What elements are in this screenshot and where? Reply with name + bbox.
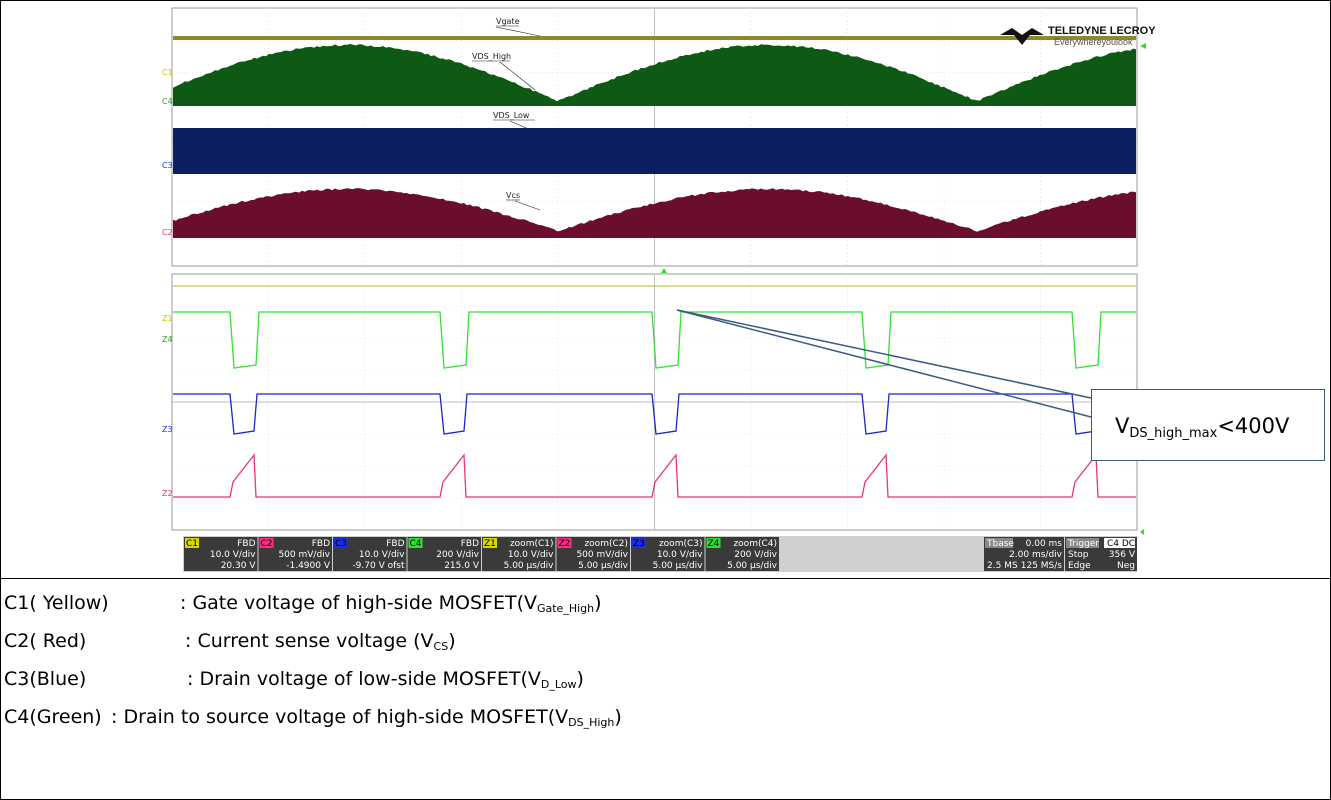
brand-tagline: Everywhereyoulook xyxy=(1054,37,1133,47)
svg-text:zoom(C1): zoom(C1) xyxy=(510,539,554,549)
svg-text:-1.4900 V: -1.4900 V xyxy=(286,561,331,571)
marker-z2: Z2 xyxy=(162,489,173,498)
legend-description: : Drain to source voltage of high-side M… xyxy=(111,698,622,742)
timebase-box: Tbase 0.00 ms 2.00 ms/div 2.5 MS 125 MS/… xyxy=(984,537,1064,571)
svg-text:Z1: Z1 xyxy=(484,539,496,549)
svg-text:5.00 µs/div: 5.00 µs/div xyxy=(653,561,704,571)
svg-text:Tbase: Tbase xyxy=(986,539,1014,549)
figure-divider xyxy=(0,578,1331,579)
svg-text:356 V: 356 V xyxy=(1109,550,1136,560)
trigger-box: Trigger C4 DC Stop 356 V Edge Neg xyxy=(1065,537,1137,571)
channel-box-z2[interactable]: Z2 zoom(C2)500 mV/div5.00 µs/div xyxy=(557,537,631,571)
svg-text:10.0 V/div: 10.0 V/div xyxy=(210,550,256,560)
channel-box-z3[interactable]: Z3 zoom(C3)10.0 V/div5.00 µs/div xyxy=(631,537,705,571)
legend-row-c4: C4(Green) : Drain to source voltage of h… xyxy=(4,698,1324,736)
legend-label: C3(Blue) xyxy=(4,660,86,698)
svg-text:10.0 V/div: 10.0 V/div xyxy=(508,550,554,560)
svg-text:zoom(C3): zoom(C3) xyxy=(659,539,703,549)
svg-text:Trigger: Trigger xyxy=(1067,539,1099,549)
svg-text:zoom(C2): zoom(C2) xyxy=(584,539,628,549)
trigger-level-marker xyxy=(1140,43,1146,49)
svg-text:20.30 V: 20.30 V xyxy=(221,561,257,571)
svg-text:C4 DC: C4 DC xyxy=(1107,539,1135,549)
label-vgate: Vgate xyxy=(496,17,520,26)
zoom-marker xyxy=(1140,529,1144,535)
marker-c2: C2 xyxy=(162,228,173,237)
label-vds-high: VDS_High xyxy=(472,52,511,61)
legend-label: C4(Green) xyxy=(4,698,102,736)
channel-markers: C1 C4 C3 C2 Z1 Z4 Z3 Z2 xyxy=(162,68,173,498)
channel-box-c1[interactable]: C1 FBD10.0 V/div20.30 V xyxy=(184,537,258,571)
svg-text:125 MS/s: 125 MS/s xyxy=(1021,561,1063,571)
svg-text:C3: C3 xyxy=(335,539,347,549)
marker-c1: C1 xyxy=(162,68,173,77)
svg-text:Neg: Neg xyxy=(1117,561,1135,571)
brand-name: TELEDYNE LECROY xyxy=(1048,25,1156,37)
svg-text:2.00 ms/div: 2.00 ms/div xyxy=(1009,550,1063,560)
svg-text:500 mV/div: 500 mV/div xyxy=(576,550,628,560)
marker-c3: C3 xyxy=(162,161,173,170)
legend-row-c3: C3(Blue) : Drain voltage of low-side MOS… xyxy=(4,660,1324,698)
channel-box-z4[interactable]: Z4 zoom(C4)200 V/div5.00 µs/div xyxy=(706,537,780,571)
oscilloscope-screenshot: TELEDYNE LECROY Everywhereyoulook Vgate … xyxy=(0,0,1331,578)
svg-text:5.00 µs/div: 5.00 µs/div xyxy=(727,561,778,571)
svg-text:Z2: Z2 xyxy=(559,539,571,549)
svg-text:FBD: FBD xyxy=(386,539,404,549)
trace-vds-low xyxy=(173,128,1136,174)
svg-text:500 mV/div: 500 mV/div xyxy=(278,550,330,560)
svg-text:200 V/div: 200 V/div xyxy=(734,550,777,560)
trigger-position-marker xyxy=(661,268,667,273)
svg-text:10.0 V/div: 10.0 V/div xyxy=(657,550,703,560)
svg-text:215.0 V: 215.0 V xyxy=(444,561,480,571)
svg-text:C4: C4 xyxy=(410,539,422,549)
svg-text:Z3: Z3 xyxy=(633,539,645,549)
svg-text:0.00 ms: 0.00 ms xyxy=(1026,539,1063,549)
legend-label: C2( Red) xyxy=(4,622,86,660)
label-vds-low: VDS_Low xyxy=(493,111,530,120)
marker-c4: C4 xyxy=(162,97,173,106)
legend-label: C1( Yellow) xyxy=(4,584,109,622)
svg-text:Edge: Edge xyxy=(1068,561,1091,571)
svg-text:-9.70 V ofst: -9.70 V ofst xyxy=(352,561,405,571)
svg-text:FBD: FBD xyxy=(461,539,479,549)
svg-text:2.5 MS: 2.5 MS xyxy=(987,561,1018,571)
svg-text:200 V/div: 200 V/div xyxy=(436,550,479,560)
svg-text:zoom(C4): zoom(C4) xyxy=(733,539,777,549)
marker-z1: Z1 xyxy=(162,314,173,323)
channel-box-c2[interactable]: C2 FBD500 mV/div-1.4900 V xyxy=(259,537,333,571)
vds-high-max-callout: VDS_high_max<400V xyxy=(1091,389,1325,461)
channel-box-c3[interactable]: C3 FBD10.0 V/div-9.70 V ofst xyxy=(333,537,407,571)
label-vcs: Vcs xyxy=(506,191,520,200)
marker-z4: Z4 xyxy=(162,335,173,344)
svg-text:5.00 µs/div: 5.00 µs/div xyxy=(578,561,629,571)
marker-z3: Z3 xyxy=(162,425,173,434)
legend-row-c2: C2( Red) : Current sense voltage (VCS) xyxy=(4,622,1324,660)
svg-text:FBD: FBD xyxy=(312,539,330,549)
svg-text:FBD: FBD xyxy=(237,539,255,549)
svg-text:5.00 µs/div: 5.00 µs/div xyxy=(504,561,555,571)
svg-text:Stop: Stop xyxy=(1068,550,1089,560)
channel-box-c4[interactable]: C4 FBD200 V/div215.0 V xyxy=(408,537,482,571)
svg-text:C2: C2 xyxy=(261,539,273,549)
trace-vgate xyxy=(173,36,1136,40)
svg-text:C1: C1 xyxy=(186,539,198,549)
channel-box-z1[interactable]: Z1 zoom(C1)10.0 V/div5.00 µs/div xyxy=(482,537,556,571)
svg-text:Z4: Z4 xyxy=(708,539,720,549)
channel-legend: C1( Yellow) : Gate voltage of high-side … xyxy=(4,584,1324,736)
svg-text:10.0 V/div: 10.0 V/div xyxy=(359,550,405,560)
legend-row-c1: C1( Yellow) : Gate voltage of high-side … xyxy=(4,584,1324,622)
